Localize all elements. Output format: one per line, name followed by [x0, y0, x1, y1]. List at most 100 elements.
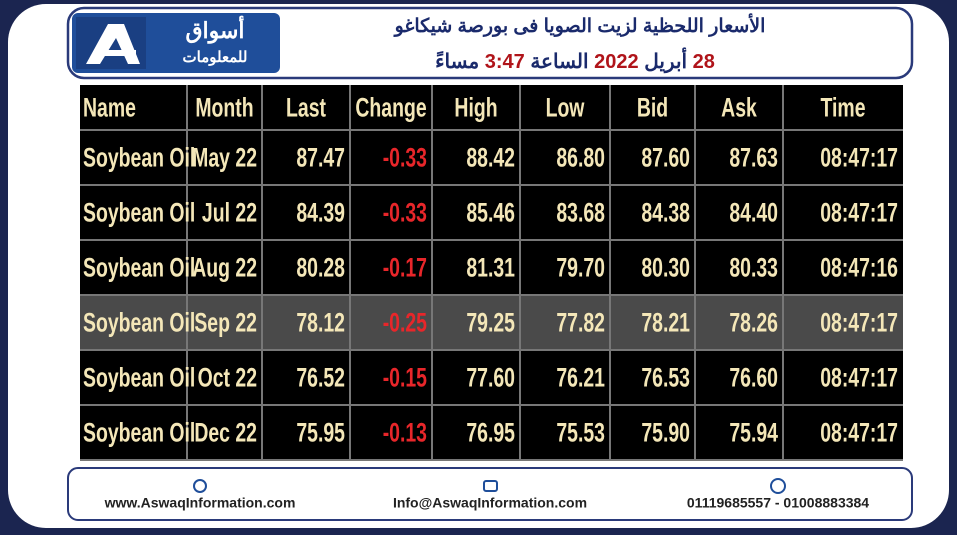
phone-icon [770, 478, 786, 494]
cell-cell: 81.31 [466, 253, 515, 283]
cell-cell: -0.33 [383, 198, 427, 228]
cell: 08:47:17 [820, 308, 898, 338]
cell-cell: 80.30 [641, 253, 690, 283]
cell-cell: 87.60 [641, 143, 690, 173]
cell-cell: 86.80 [556, 143, 605, 173]
column-header: Change [355, 93, 426, 123]
cell: 78.12 [296, 308, 345, 338]
cell-cell: 75.94 [729, 418, 778, 448]
subtitle-part: 28 [693, 51, 715, 73]
cell: 85.46 [466, 198, 515, 228]
cell-cell: Aug 22 [192, 253, 257, 283]
cell: 81.31 [466, 253, 515, 283]
cell-cell: -0.15 [383, 363, 427, 393]
title: الأسعار اللحظية لزيت الصويا فى بورصة شيك… [393, 13, 766, 37]
cell-cell: -0.17 [383, 253, 427, 283]
cell-cell: 84.38 [641, 198, 690, 228]
cell: 84.38 [641, 198, 690, 228]
cell: 08:47:16 [820, 253, 898, 283]
cell: Soybean Oil [83, 143, 195, 173]
row-bg [80, 240, 903, 295]
footer-website: www.AswaqInformation.com [104, 495, 296, 511]
cell-cell: 76.60 [729, 363, 778, 393]
cell: Aug 22 [192, 253, 257, 283]
column-header-cell: Last [286, 93, 326, 123]
column-header: Name [83, 93, 136, 123]
cell: 88.42 [466, 143, 515, 173]
cell-cell: 83.68 [556, 198, 605, 228]
column-header-cell: Time [820, 93, 865, 123]
cell: Sep 22 [194, 308, 257, 338]
cell: Oct 22 [198, 363, 257, 393]
cell: 75.53 [556, 418, 605, 448]
cell-cell: 78.12 [296, 308, 345, 338]
column-header-cell: High [454, 93, 497, 123]
cell: 84.39 [296, 198, 345, 228]
logo-subtitle: للمعلومات [183, 49, 248, 66]
cell: -0.15 [383, 363, 427, 393]
cell: 79.70 [556, 253, 605, 283]
footer-email: Info@AswaqInformation.com [393, 495, 587, 511]
column-header-cell: Low [546, 93, 585, 123]
cell: Soybean Oil [83, 198, 195, 228]
cell: 87.60 [641, 143, 690, 173]
cell-cell: Jul 22 [202, 198, 257, 228]
cell-cell: Soybean Oil [83, 253, 195, 283]
cell: Soybean Oil [83, 308, 195, 338]
cell: 78.21 [641, 308, 690, 338]
cell-cell: Soybean Oil [83, 308, 195, 338]
cell-cell: 79.70 [556, 253, 605, 283]
cell: 08:47:17 [820, 198, 898, 228]
cell: Soybean Oil [83, 253, 195, 283]
cell-cell: 76.52 [296, 363, 345, 393]
cell: 80.28 [296, 253, 345, 283]
cell: 08:47:17 [820, 418, 898, 448]
subtitle-part: الساعة [530, 51, 588, 73]
cell-cell: 77.60 [466, 363, 515, 393]
subtitle-part: أبريل [644, 47, 687, 74]
row-bg [80, 405, 903, 460]
cell-cell: 85.46 [466, 198, 515, 228]
cell-cell: 75.53 [556, 418, 605, 448]
cell-cell: 08:47:17 [820, 418, 898, 448]
column-header: Time [820, 93, 865, 123]
cell: 75.95 [296, 418, 345, 448]
cell-cell: 08:47:17 [820, 363, 898, 393]
column-header: Month [195, 93, 253, 123]
footer-phone: 01119685557 - 01008883384 [687, 495, 869, 511]
cell: 76.21 [556, 363, 605, 393]
cell-cell: 84.39 [296, 198, 345, 228]
cell: 77.60 [466, 363, 515, 393]
cell-cell: -0.13 [383, 418, 427, 448]
subtitle-part: مساءً [435, 51, 479, 73]
logo-name: أسواق [185, 15, 244, 44]
row-bg [80, 185, 903, 240]
column-header-cell: Bid [637, 93, 668, 123]
cell: 76.53 [641, 363, 690, 393]
cell-cell: 84.40 [729, 198, 778, 228]
cell: May 22 [192, 143, 257, 173]
cell: 80.30 [641, 253, 690, 283]
row-bg [80, 295, 903, 350]
subtitle-part: 2022 [594, 51, 639, 73]
mail-icon [483, 480, 498, 492]
column-header: High [454, 93, 497, 123]
cell: 08:47:17 [820, 143, 898, 173]
cell: Jul 22 [202, 198, 257, 228]
logo-icon [86, 24, 140, 64]
cell: 79.25 [466, 308, 515, 338]
cell-cell: 08:47:16 [820, 253, 898, 283]
cell-cell: Soybean Oil [83, 198, 195, 228]
cell: 75.90 [641, 418, 690, 448]
cell-cell: 87.63 [729, 143, 778, 173]
cell-cell: 77.82 [556, 308, 605, 338]
cell-cell: 80.28 [296, 253, 345, 283]
cell: Soybean Oil [83, 363, 195, 393]
cell: 76.52 [296, 363, 345, 393]
cell-cell: 80.33 [729, 253, 778, 283]
cell-cell: 08:47:17 [820, 308, 898, 338]
cell-cell: Soybean Oil [83, 418, 195, 448]
subtitle-part: 3:47 [485, 51, 525, 73]
cell: 77.82 [556, 308, 605, 338]
